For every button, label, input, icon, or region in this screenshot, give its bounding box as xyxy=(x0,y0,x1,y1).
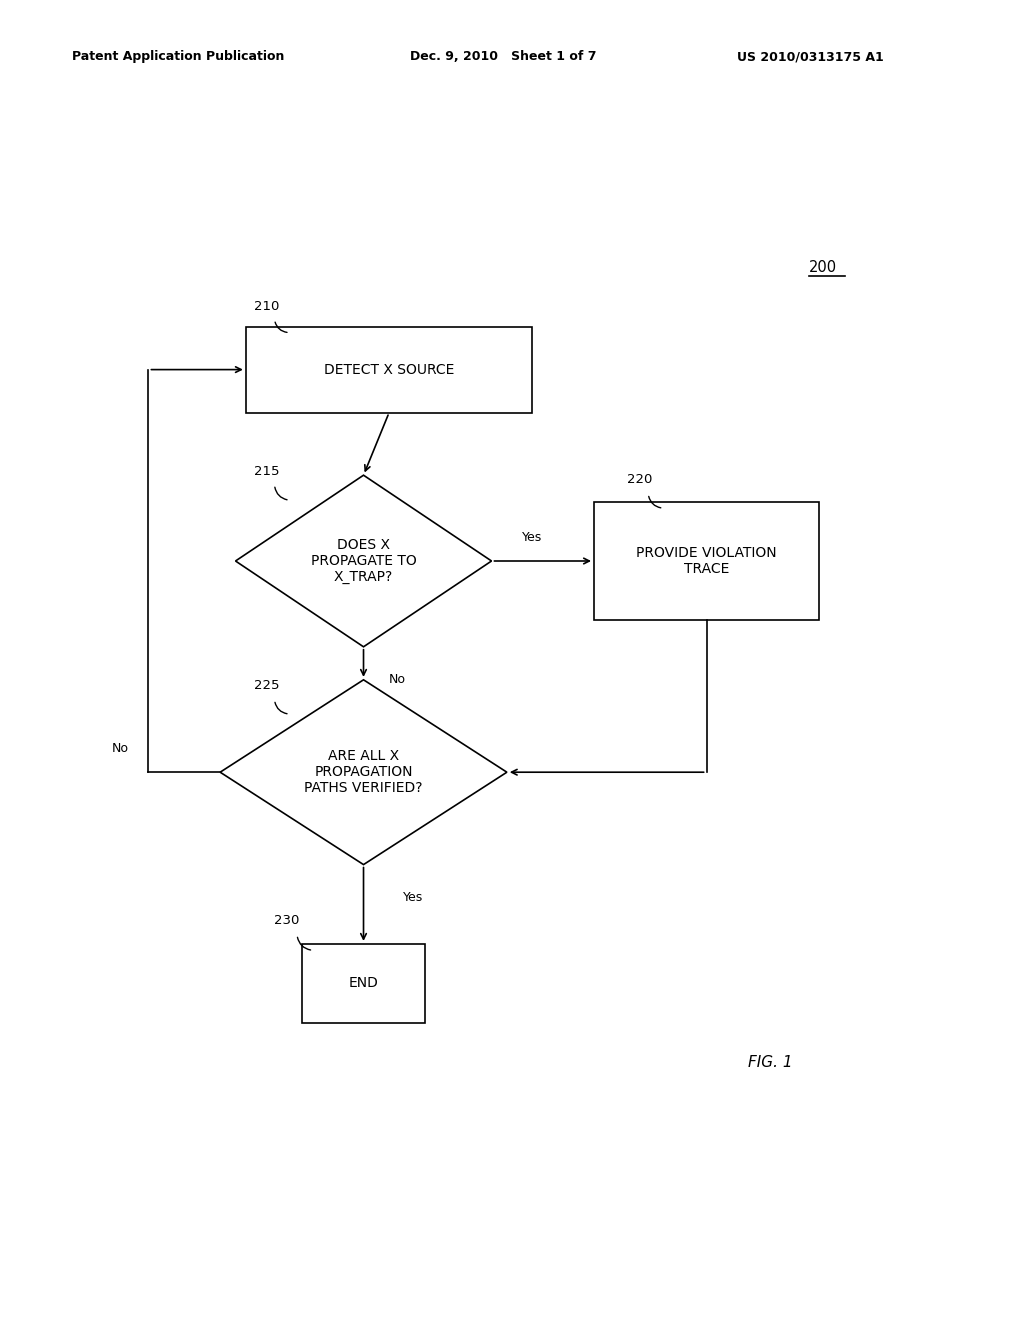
Text: Yes: Yes xyxy=(402,891,423,904)
Text: 215: 215 xyxy=(254,465,280,478)
Text: 225: 225 xyxy=(254,678,280,692)
FancyBboxPatch shape xyxy=(594,502,819,620)
Text: 200: 200 xyxy=(809,260,837,275)
Text: US 2010/0313175 A1: US 2010/0313175 A1 xyxy=(737,50,884,63)
Text: Yes: Yes xyxy=(522,531,543,544)
Text: PROVIDE VIOLATION
TRACE: PROVIDE VIOLATION TRACE xyxy=(636,546,777,576)
Text: No: No xyxy=(112,742,128,755)
Text: ARE ALL X
PROPAGATION
PATHS VERIFIED?: ARE ALL X PROPAGATION PATHS VERIFIED? xyxy=(304,748,423,796)
Text: 230: 230 xyxy=(274,913,300,927)
Text: FIG. 1: FIG. 1 xyxy=(748,1055,793,1071)
Text: Dec. 9, 2010   Sheet 1 of 7: Dec. 9, 2010 Sheet 1 of 7 xyxy=(410,50,596,63)
FancyBboxPatch shape xyxy=(246,327,532,412)
Text: No: No xyxy=(389,673,406,686)
Text: DOES X
PROPAGATE TO
X_TRAP?: DOES X PROPAGATE TO X_TRAP? xyxy=(310,537,417,585)
Text: DETECT X SOURCE: DETECT X SOURCE xyxy=(324,363,455,376)
Polygon shape xyxy=(220,680,507,865)
Text: END: END xyxy=(348,977,379,990)
Polygon shape xyxy=(236,475,492,647)
Text: 220: 220 xyxy=(627,473,652,486)
FancyBboxPatch shape xyxy=(302,944,425,1023)
Text: Patent Application Publication: Patent Application Publication xyxy=(72,50,284,63)
Text: 210: 210 xyxy=(254,300,280,313)
